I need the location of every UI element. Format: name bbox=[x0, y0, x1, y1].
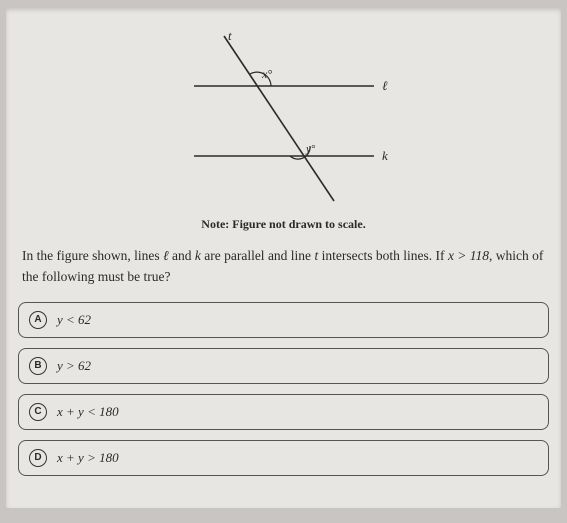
option-a[interactable]: A y < 62 bbox=[18, 302, 549, 338]
label-l: ℓ bbox=[382, 78, 388, 93]
line-t bbox=[224, 36, 334, 201]
figure-container: t ℓ k x° y° bbox=[16, 26, 551, 211]
q-part2: and bbox=[169, 248, 195, 263]
option-d[interactable]: D x + y > 180 bbox=[18, 440, 549, 476]
q-part1: In the figure shown, lines bbox=[22, 248, 163, 263]
option-d-letter: D bbox=[29, 449, 47, 467]
page: t ℓ k x° y° Note: Figure not drawn to sc… bbox=[6, 8, 561, 508]
option-d-text: x + y > 180 bbox=[57, 450, 119, 466]
option-c-letter: C bbox=[29, 403, 47, 421]
q-part3: are parallel and line bbox=[201, 248, 315, 263]
option-a-letter: A bbox=[29, 311, 47, 329]
q-cond: x > 118 bbox=[448, 248, 489, 263]
angle-x-label: x° bbox=[261, 67, 272, 81]
option-c-text: x + y < 180 bbox=[57, 404, 119, 420]
figure-note: Note: Figure not drawn to scale. bbox=[16, 217, 551, 232]
geometry-figure: t ℓ k x° y° bbox=[154, 26, 414, 206]
label-t: t bbox=[228, 28, 232, 43]
q-part4: intersects both lines. If bbox=[318, 248, 448, 263]
option-c[interactable]: C x + y < 180 bbox=[18, 394, 549, 430]
option-b[interactable]: B y > 62 bbox=[18, 348, 549, 384]
option-a-text: y < 62 bbox=[57, 312, 91, 328]
angle-y-label: y° bbox=[305, 143, 316, 155]
option-b-text: y > 62 bbox=[57, 358, 91, 374]
options-list: A y < 62 B y > 62 C x + y < 180 D x + y … bbox=[18, 302, 549, 476]
label-k: k bbox=[382, 148, 388, 163]
question-text: In the figure shown, lines ℓ and k are p… bbox=[22, 246, 545, 288]
option-b-letter: B bbox=[29, 357, 47, 375]
